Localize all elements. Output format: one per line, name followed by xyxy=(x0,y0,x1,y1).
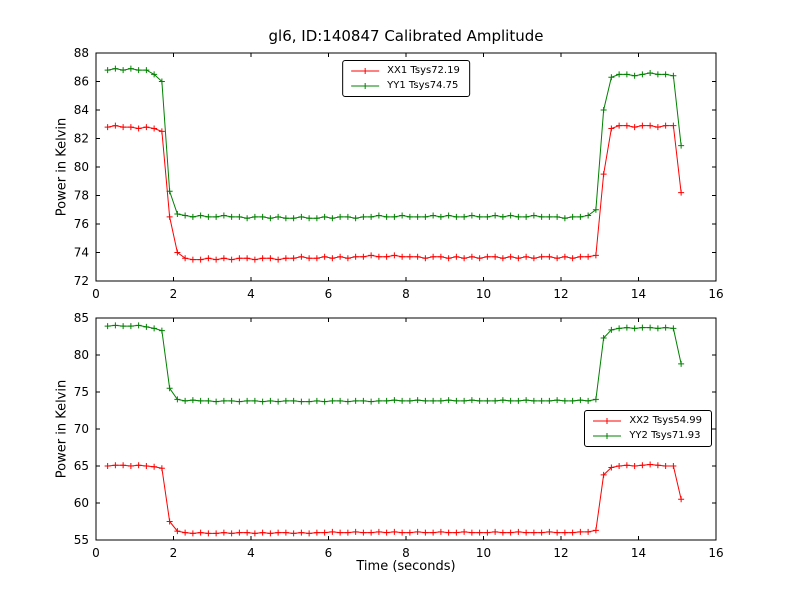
legend-label: YY1 Tsys74.75 xyxy=(387,80,459,91)
y-tick-label: 76 xyxy=(74,217,89,231)
x-tick-label: 16 xyxy=(708,287,723,301)
xlabel: Time (seconds) xyxy=(356,559,456,574)
x-tick-label: 10 xyxy=(476,287,491,301)
y-tick-label: 86 xyxy=(74,75,89,89)
legend-line-sample xyxy=(593,418,622,424)
y-tick-label: 65 xyxy=(74,459,89,473)
y-tick-label: 84 xyxy=(74,103,89,117)
x-tick-label: 12 xyxy=(553,287,568,301)
legend-line-sample xyxy=(351,68,380,74)
x-tick-label: 4 xyxy=(247,546,255,560)
bottom-ylabel: Power in Kelvin xyxy=(54,379,70,479)
x-tick-label: 0 xyxy=(92,546,100,560)
legend-line-sample xyxy=(593,433,622,439)
legend-line-sample xyxy=(351,83,380,89)
y-tick-label: 80 xyxy=(74,160,89,174)
top-ylabel: Power in Kelvin xyxy=(54,117,70,217)
x-tick-label: 2 xyxy=(170,287,178,301)
series-line xyxy=(107,125,682,261)
y-tick-label: 88 xyxy=(74,46,89,60)
x-tick-label: 6 xyxy=(325,546,333,560)
x-tick-label: 8 xyxy=(402,546,410,560)
legend-entry: XX1 Tsys72.19 xyxy=(350,65,460,77)
y-tick-label: 82 xyxy=(74,132,89,146)
series-markers xyxy=(104,461,685,537)
y-tick-label: 72 xyxy=(74,274,89,288)
x-tick-label: 10 xyxy=(476,546,491,560)
legend-entry: YY2 Tsys71.93 xyxy=(592,430,702,442)
x-tick-label: 8 xyxy=(402,287,410,301)
series-markers xyxy=(104,322,685,405)
series-line xyxy=(107,464,682,534)
y-tick-label: 78 xyxy=(74,189,89,203)
y-tick-label: 74 xyxy=(74,246,89,260)
x-tick-label: 6 xyxy=(325,287,333,301)
legend-label: XX1 Tsys72.19 xyxy=(387,65,460,76)
y-tick-label: 70 xyxy=(74,422,89,436)
x-tick-label: 16 xyxy=(708,546,723,560)
legend-entry: XX2 Tsys54.99 xyxy=(592,415,702,427)
legend-entry: YY1 Tsys74.75 xyxy=(350,80,460,92)
y-tick-label: 55 xyxy=(74,533,89,547)
bottom-legend: XX2 Tsys54.99 YY2 Tsys71.93 xyxy=(584,410,712,447)
series-markers xyxy=(104,122,685,263)
x-tick-label: 4 xyxy=(247,287,255,301)
y-tick-label: 85 xyxy=(74,311,89,325)
x-tick-label: 12 xyxy=(553,546,568,560)
x-tick-label: 2 xyxy=(170,546,178,560)
chart-title: gl6, ID:140847 Calibrated Amplitude xyxy=(268,27,544,45)
x-tick-label: 0 xyxy=(92,287,100,301)
series-markers xyxy=(104,65,685,222)
y-tick-label: 80 xyxy=(74,348,89,362)
legend-label: XX2 Tsys54.99 xyxy=(629,415,702,426)
x-tick-label: 14 xyxy=(631,546,646,560)
y-tick-label: 75 xyxy=(74,385,89,399)
legend-label: YY2 Tsys71.93 xyxy=(629,430,701,441)
series-line xyxy=(107,324,682,403)
y-tick-label: 60 xyxy=(74,496,89,510)
top-legend: XX1 Tsys72.19 YY1 Tsys74.75 xyxy=(342,60,470,97)
x-tick-label: 14 xyxy=(631,287,646,301)
